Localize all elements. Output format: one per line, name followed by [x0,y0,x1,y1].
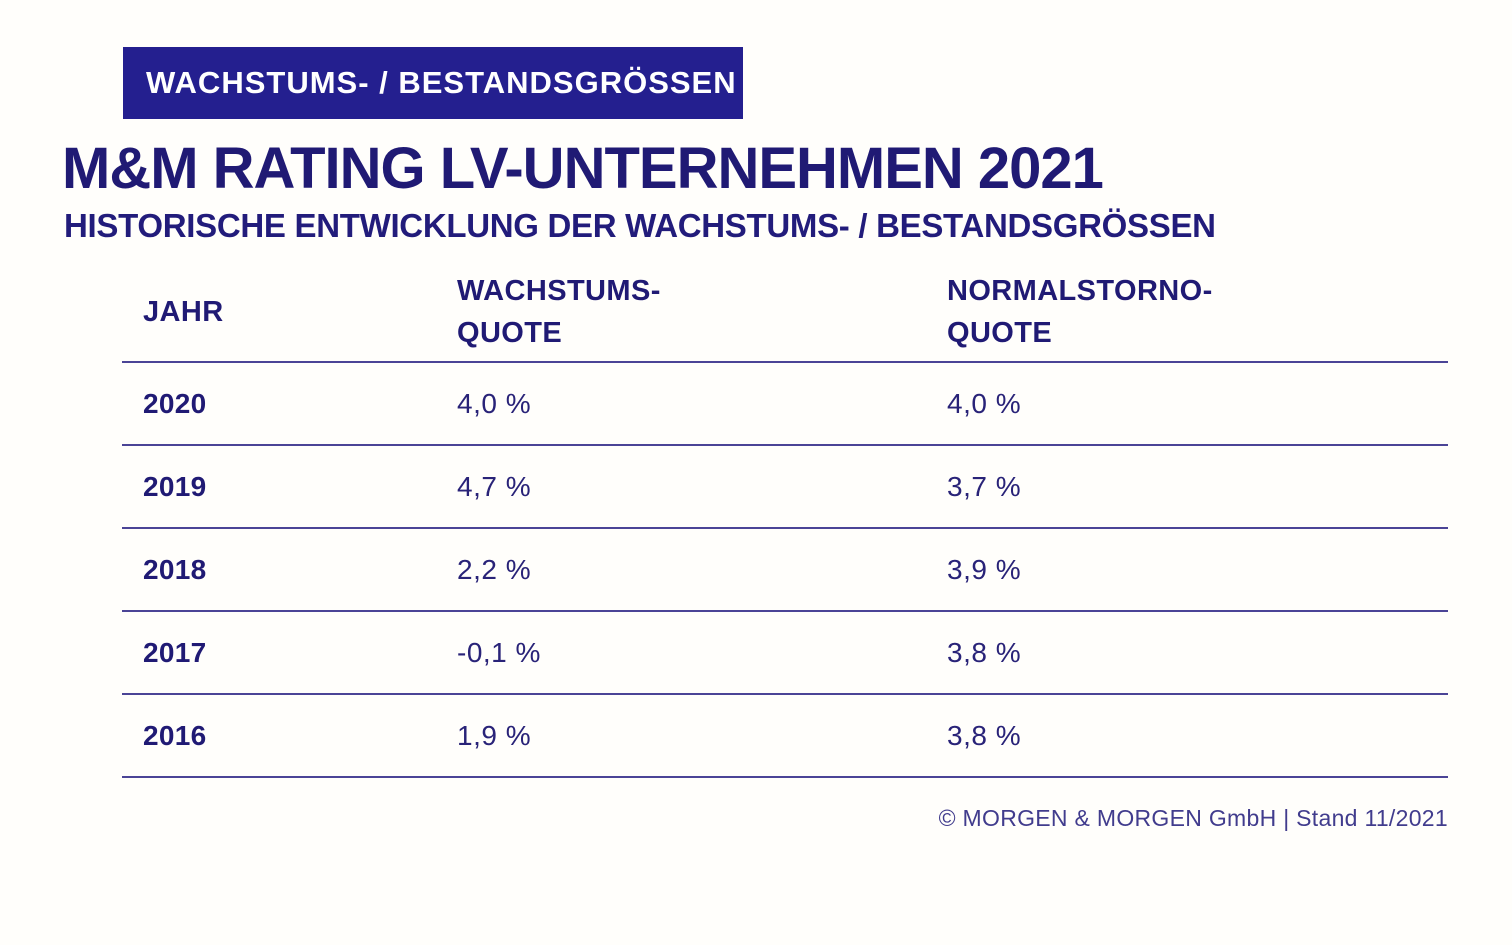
column-header-normalstornoquote-line2: QUOTE [947,317,1053,349]
normalstornoquote-cell: 4,0 % [947,387,1022,419]
table-header-row: JAHR WACHSTUMS- QUOTE NORMALSTORNO- QUOT… [122,263,1448,363]
column-header-wachstumsquote-line1: WACHSTUMS- [457,275,661,307]
copyright-note: © MORGEN & MORGEN GmbH | Stand 11/2021 [938,805,1448,831]
wachstumsquote-cell: 1,9 % [457,719,532,751]
column-header-jahr-line1: JAHR [143,296,224,328]
year-cell: 2016 [143,719,207,751]
wachstumsquote-cell: 4,0 % [457,387,532,419]
table-row: 2018 2,2 % 3,9 % [122,529,1448,612]
table-row: 2017 -0,1 % 3,8 % [122,612,1448,695]
column-header-normalstornoquote: NORMALSTORNO- QUOTE [947,263,1448,361]
year-cell: 2020 [143,387,207,419]
normalstornoquote-cell: 3,7 % [947,470,1022,502]
category-banner: WACHSTUMS- / BESTANDSGRÖSSEN [123,47,743,119]
table-row: 2019 4,7 % 3,7 % [122,446,1448,529]
column-header-wachstumsquote: WACHSTUMS- QUOTE [457,263,947,361]
wachstumsquote-cell: -0,1 % [457,636,541,668]
normalstornoquote-cell: 3,9 % [947,553,1022,585]
year-cell: 2018 [143,553,207,585]
page-title: M&M RATING LV-UNTERNEHMEN 2021 [62,136,1104,201]
column-header-wachstumsquote-line2: QUOTE [457,317,563,349]
normalstornoquote-cell: 3,8 % [947,636,1022,668]
year-cell: 2019 [143,470,207,502]
wachstumsquote-cell: 4,7 % [457,470,532,502]
normalstornoquote-cell: 3,8 % [947,719,1022,751]
column-header-jahr: JAHR [143,263,457,361]
table-row: 2020 4,0 % 4,0 % [122,363,1448,446]
year-cell: 2017 [143,636,207,668]
page-subtitle: HISTORISCHE ENTWICKLUNG DER WACHSTUMS- /… [64,207,1216,244]
column-header-normalstornoquote-line1: NORMALSTORNO- [947,275,1213,307]
table-row: 2016 1,9 % 3,8 % [122,695,1448,778]
history-table: JAHR WACHSTUMS- QUOTE NORMALSTORNO- QUOT… [122,263,1448,778]
wachstumsquote-cell: 2,2 % [457,553,532,585]
category-banner-label: WACHSTUMS- / BESTANDSGRÖSSEN [146,65,737,100]
